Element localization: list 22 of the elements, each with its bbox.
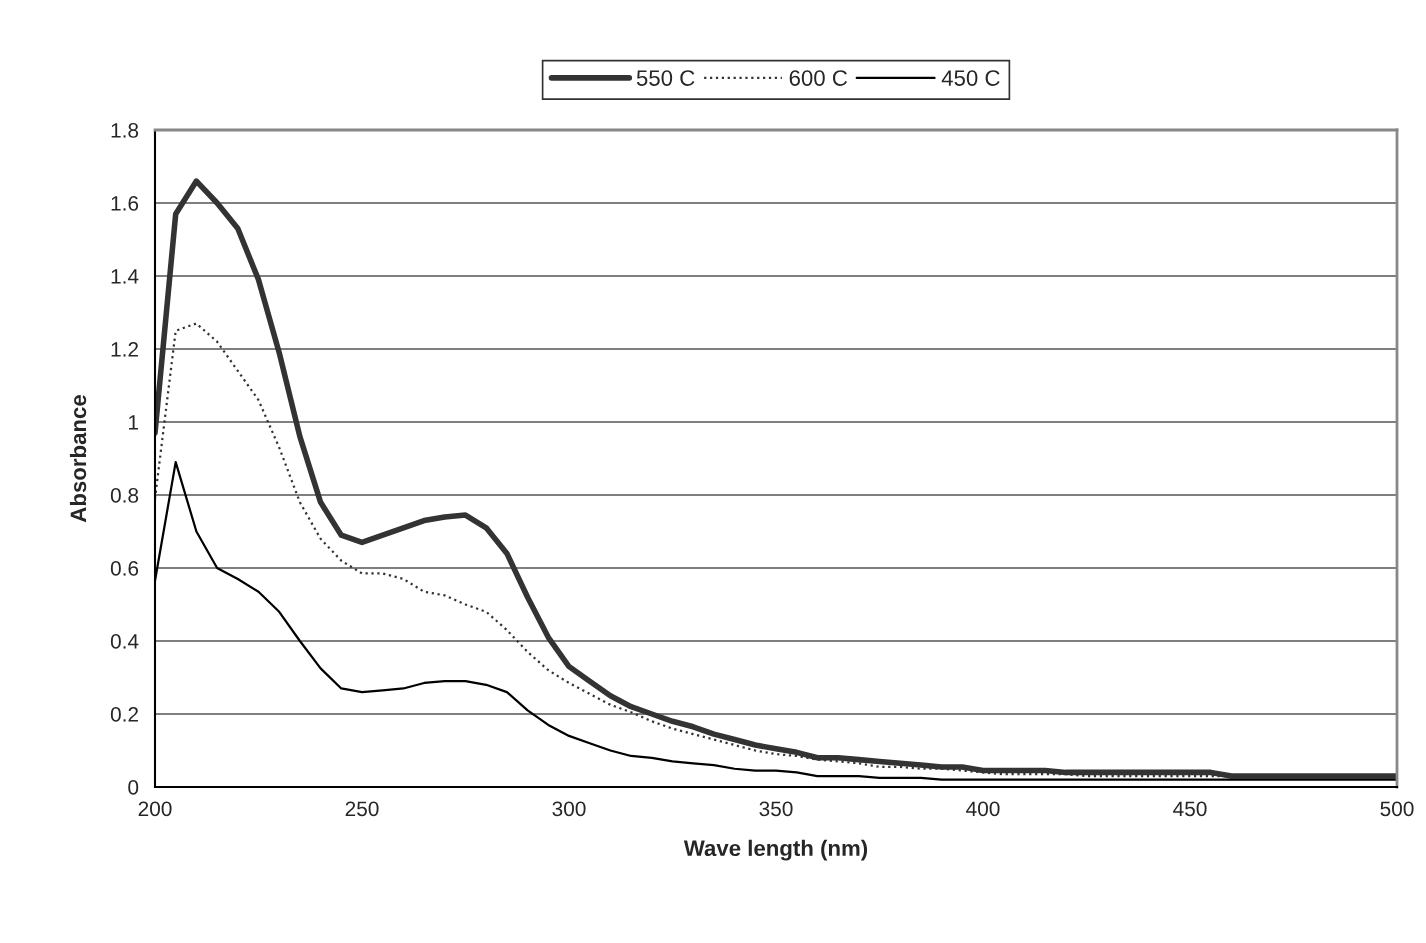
x-tick-label: 300 <box>552 801 586 817</box>
y-tick-label: 1.2 <box>111 342 138 357</box>
legend-label: 450 C <box>941 70 1000 86</box>
x-tick-label: 250 <box>345 801 379 817</box>
y-tick-label: 0.2 <box>110 707 138 722</box>
y-tick-label: 1.8 <box>111 123 139 138</box>
y-tick-label: 0.4 <box>110 634 139 649</box>
y-tick-label: 0.8 <box>110 488 139 503</box>
x-axis-title: Wave length (nm) <box>683 839 868 861</box>
legend-label: 550 C <box>636 70 695 86</box>
x-tick-label: 500 <box>1380 801 1414 817</box>
x-tick-label: 350 <box>759 801 793 817</box>
x-tick-label: 200 <box>138 801 172 817</box>
y-tick-label: 0 <box>128 780 139 795</box>
y-tick-label: 0.6 <box>110 561 139 576</box>
x-tick-label: 400 <box>966 801 1000 817</box>
legend-label: 600 C <box>789 70 848 86</box>
y-tick-label: 1 <box>129 415 139 430</box>
y-axis-title: Absorbance <box>69 395 87 523</box>
y-tick-label: 1.4 <box>111 269 139 284</box>
x-tick-label: 450 <box>1173 801 1207 817</box>
y-tick-label: 1.6 <box>111 196 139 211</box>
